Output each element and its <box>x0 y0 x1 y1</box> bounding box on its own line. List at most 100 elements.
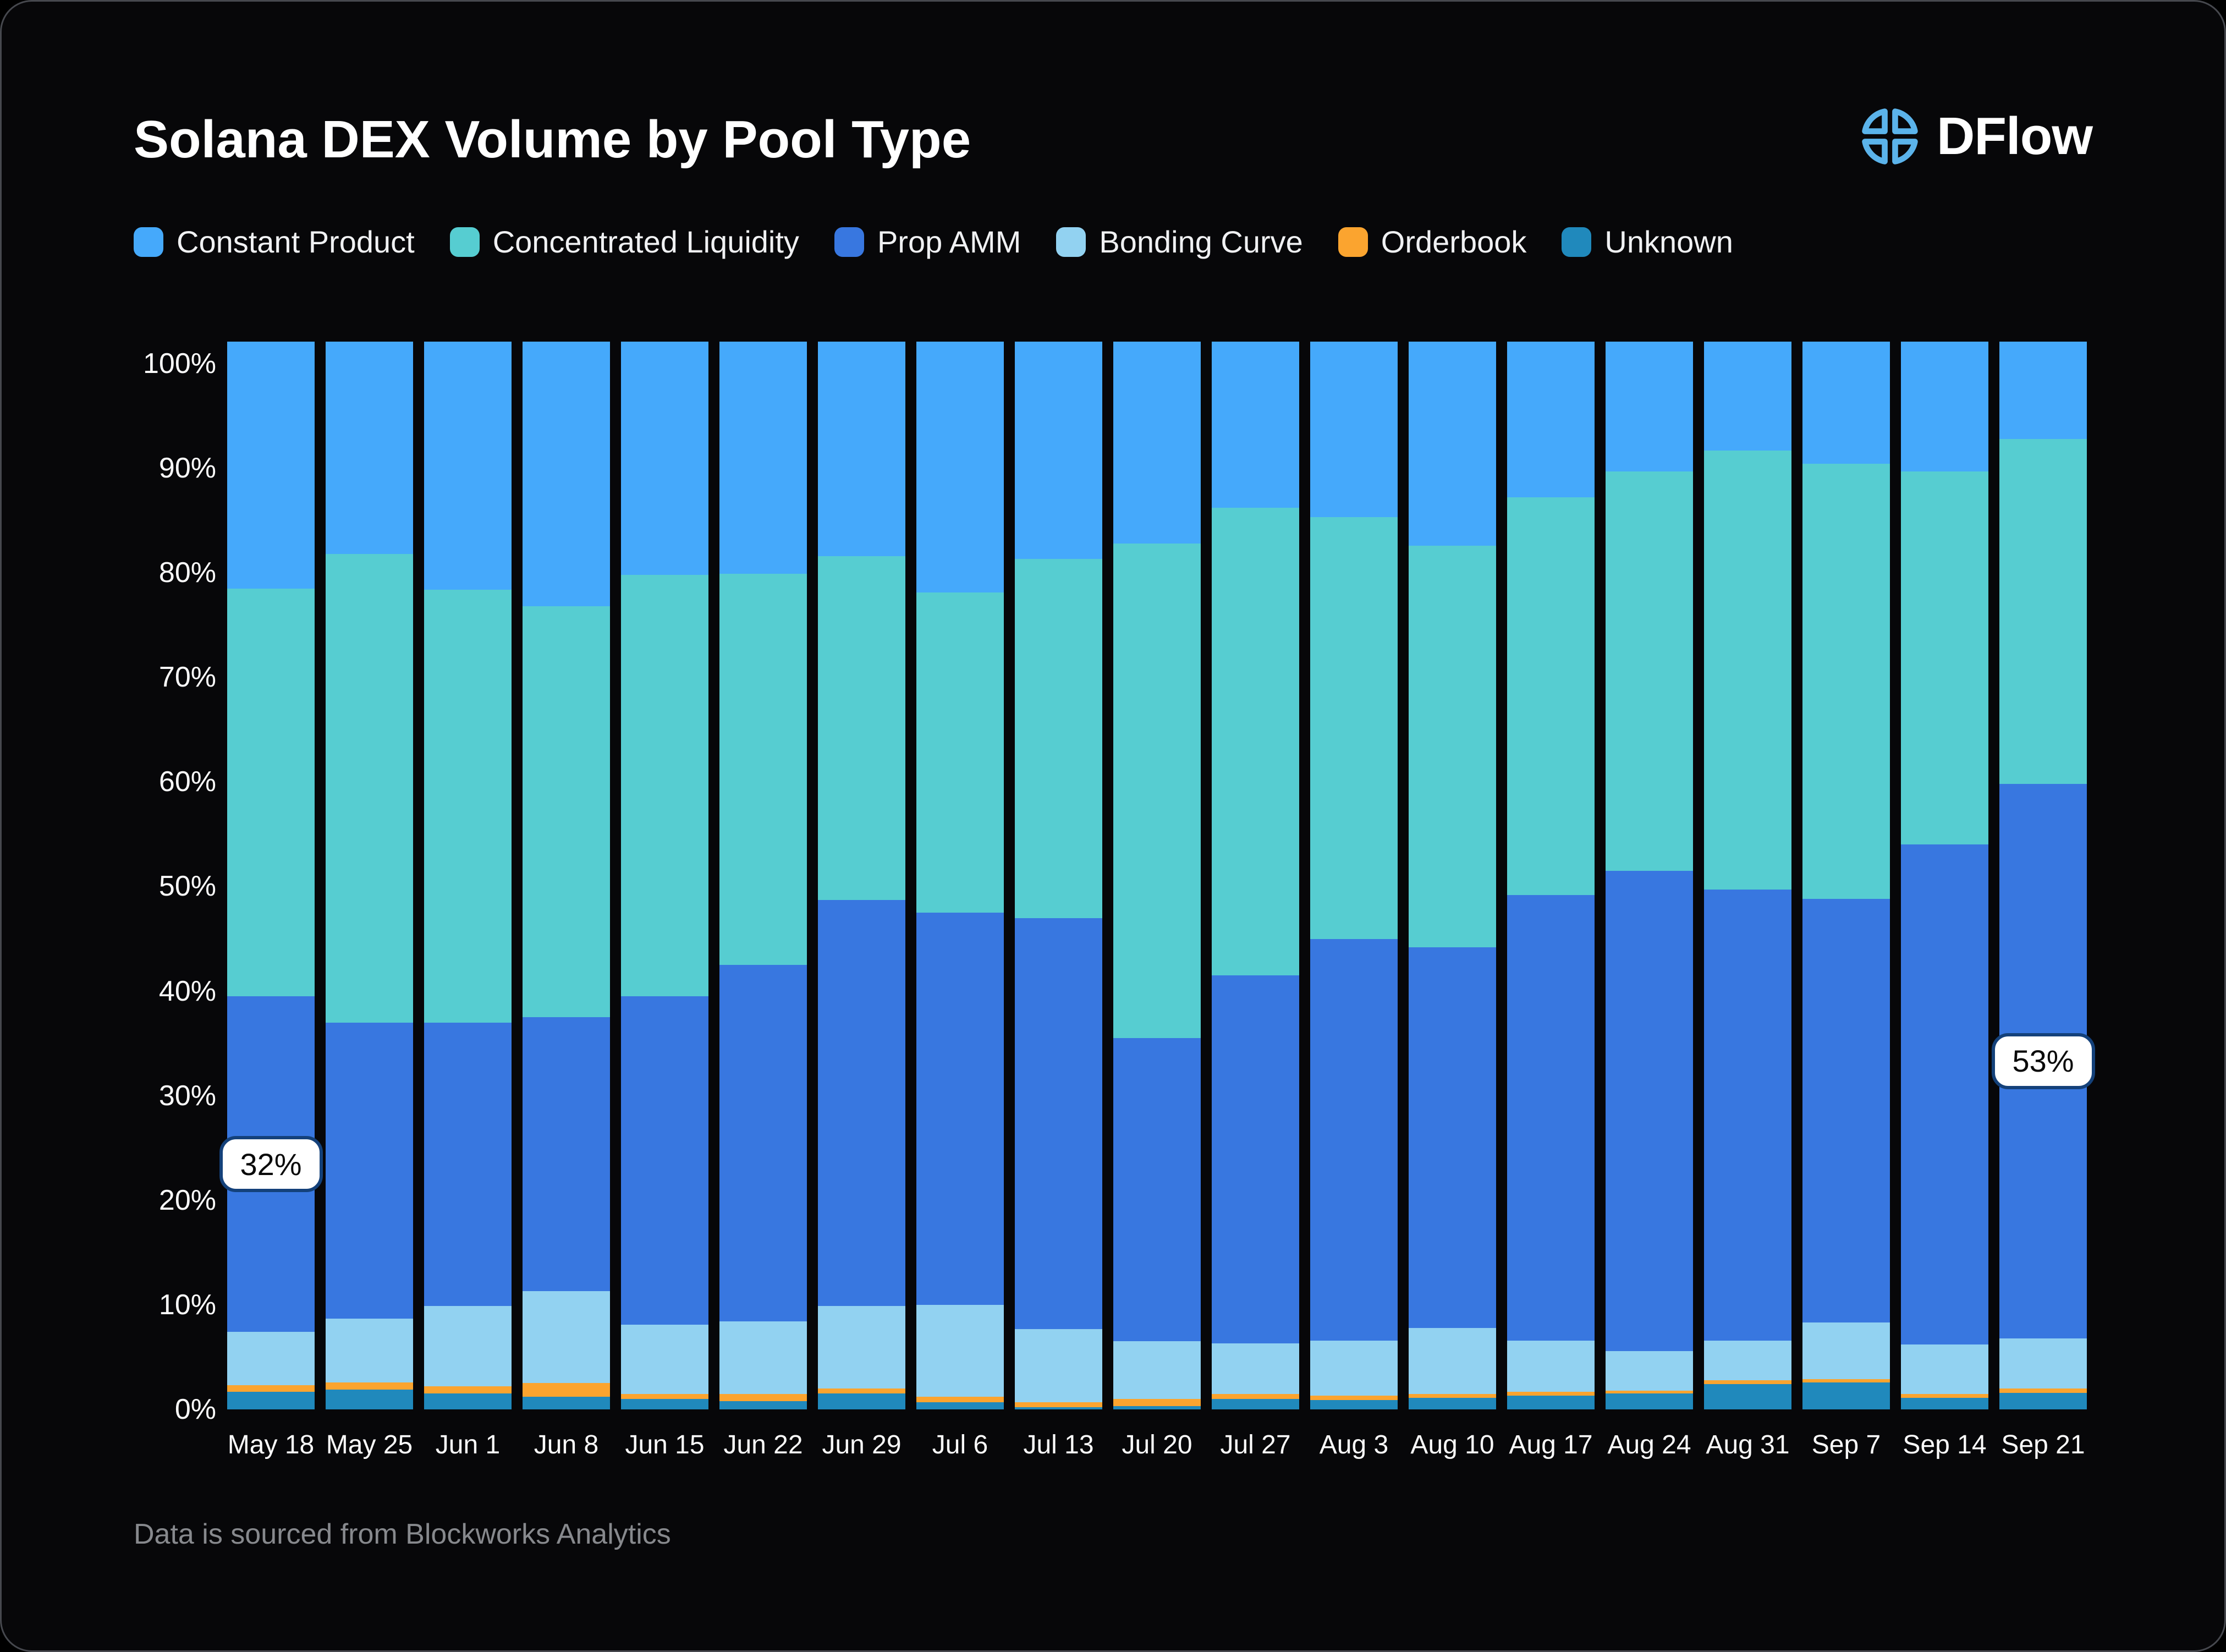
bar-segment-concentrated-liquidity[interactable] <box>1802 464 1890 899</box>
bar-segment-concentrated-liquidity[interactable] <box>719 574 807 965</box>
bar-segment-bonding-curve[interactable] <box>227 1332 315 1386</box>
bar-segment-concentrated-liquidity[interactable] <box>818 556 905 901</box>
bar-segment-concentrated-liquidity[interactable] <box>1704 450 1791 890</box>
bar-segment-bonding-curve[interactable] <box>1704 1340 1791 1380</box>
bar-segment-unknown[interactable] <box>621 1399 708 1409</box>
bar-segment-bonding-curve[interactable] <box>326 1318 413 1382</box>
bar-segment-orderbook[interactable] <box>1901 1393 1988 1398</box>
bar-segment-prop-amm[interactable] <box>1704 890 1791 1341</box>
bar-segment-unknown[interactable] <box>1704 1384 1791 1409</box>
bar-segment-bonding-curve[interactable] <box>621 1325 708 1394</box>
bar-segment-unknown[interactable] <box>719 1401 807 1409</box>
bar-segment-orderbook[interactable] <box>1999 1388 2087 1393</box>
bar-segment-prop-amm[interactable] <box>1802 899 1890 1323</box>
bar-segment-prop-amm[interactable] <box>523 1017 610 1292</box>
bar-segment-concentrated-liquidity[interactable] <box>1015 559 1102 918</box>
bar-segment-bonding-curve[interactable] <box>1015 1329 1102 1402</box>
bar-segment-orderbook[interactable] <box>719 1393 807 1401</box>
bar-segment-orderbook[interactable] <box>818 1388 905 1394</box>
bar-segment-prop-amm[interactable] <box>1409 947 1496 1328</box>
bar-segment-bonding-curve[interactable] <box>1212 1343 1299 1394</box>
bar-segment-concentrated-liquidity[interactable] <box>424 589 512 1023</box>
bar-segment-constant-product[interactable] <box>1901 342 1988 471</box>
bar-segment-constant-product[interactable] <box>1113 342 1201 544</box>
bar-segment-constant-product[interactable] <box>1015 342 1102 559</box>
bar-segment-prop-amm[interactable] <box>1212 975 1299 1344</box>
bar-segment-bonding-curve[interactable] <box>1310 1340 1398 1396</box>
legend-item-orderbook[interactable]: Orderbook <box>1338 224 1526 260</box>
bar-segment-unknown[interactable] <box>818 1393 905 1409</box>
bar-segment-concentrated-liquidity[interactable] <box>1999 438 2087 784</box>
bar-segment-bonding-curve[interactable] <box>1802 1322 1890 1379</box>
bar-segment-orderbook[interactable] <box>1507 1391 1595 1396</box>
bar-segment-bonding-curve[interactable] <box>719 1321 807 1394</box>
bar-segment-orderbook[interactable] <box>621 1393 708 1399</box>
bar-segment-unknown[interactable] <box>916 1402 1004 1409</box>
bar-segment-orderbook[interactable] <box>1802 1379 1890 1382</box>
bar-segment-bonding-curve[interactable] <box>1507 1340 1595 1392</box>
bar-segment-bonding-curve[interactable] <box>1999 1338 2087 1388</box>
bar-segment-unknown[interactable] <box>1310 1399 1398 1409</box>
bar-segment-bonding-curve[interactable] <box>1409 1327 1496 1394</box>
bar-segment-concentrated-liquidity[interactable] <box>1409 545 1496 947</box>
bar-segment-orderbook[interactable] <box>916 1397 1004 1402</box>
legend-item-bonding-curve[interactable]: Bonding Curve <box>1056 224 1303 260</box>
bar-segment-unknown[interactable] <box>1507 1396 1595 1409</box>
bar-segment-prop-amm[interactable] <box>1113 1038 1201 1342</box>
bar-segment-prop-amm[interactable] <box>1507 894 1595 1341</box>
bar-segment-bonding-curve[interactable] <box>818 1305 905 1388</box>
legend-item-concentrated-liquidity[interactable]: Concentrated Liquidity <box>449 224 799 260</box>
bar-segment-bonding-curve[interactable] <box>916 1304 1004 1397</box>
bar-segment-unknown[interactable] <box>424 1393 512 1409</box>
bar-segment-orderbook[interactable] <box>1704 1380 1791 1385</box>
bar-segment-bonding-curve[interactable] <box>523 1291 610 1384</box>
bar-segment-prop-amm[interactable] <box>424 1022 512 1306</box>
bar-segment-constant-product[interactable] <box>523 342 610 607</box>
bar-segment-prop-amm[interactable] <box>1015 918 1102 1329</box>
bar-segment-prop-amm[interactable] <box>621 996 708 1325</box>
bar-segment-unknown[interactable] <box>523 1397 610 1409</box>
bar-segment-prop-amm[interactable] <box>326 1022 413 1319</box>
bar-segment-constant-product[interactable] <box>227 342 315 589</box>
bar-segment-prop-amm[interactable] <box>1901 844 1988 1345</box>
bar-segment-constant-product[interactable] <box>1999 342 2087 439</box>
bar-segment-concentrated-liquidity[interactable] <box>326 553 413 1023</box>
bar-segment-prop-amm[interactable] <box>719 965 807 1322</box>
bar-segment-unknown[interactable] <box>1606 1393 1693 1409</box>
bar-segment-prop-amm[interactable] <box>1310 938 1398 1341</box>
bar-segment-concentrated-liquidity[interactable] <box>1507 497 1595 895</box>
bar-segment-bonding-curve[interactable] <box>424 1305 512 1387</box>
bar-segment-concentrated-liquidity[interactable] <box>1901 471 1988 845</box>
bar-segment-unknown[interactable] <box>1901 1398 1988 1409</box>
bar-segment-constant-product[interactable] <box>1212 342 1299 508</box>
bar-segment-constant-product[interactable] <box>818 342 905 556</box>
bar-segment-orderbook[interactable] <box>1113 1399 1201 1407</box>
bar-segment-unknown[interactable] <box>1113 1406 1201 1409</box>
bar-segment-bonding-curve[interactable] <box>1606 1351 1693 1391</box>
bar-segment-concentrated-liquidity[interactable] <box>1310 517 1398 939</box>
bar-segment-constant-product[interactable] <box>1409 342 1496 546</box>
bar-segment-constant-product[interactable] <box>916 342 1004 593</box>
bar-segment-prop-amm[interactable] <box>818 900 905 1306</box>
legend-item-constant-product[interactable]: Constant Product <box>134 224 415 260</box>
bar-segment-orderbook[interactable] <box>1409 1393 1496 1398</box>
bar-segment-concentrated-liquidity[interactable] <box>916 592 1004 913</box>
bar-segment-orderbook[interactable] <box>1606 1390 1693 1394</box>
bar-segment-constant-product[interactable] <box>621 342 708 575</box>
bar-segment-unknown[interactable] <box>1409 1398 1496 1409</box>
bar-segment-prop-amm[interactable] <box>1606 870 1693 1351</box>
bar-segment-unknown[interactable] <box>1212 1399 1299 1409</box>
bar-segment-concentrated-liquidity[interactable] <box>1113 543 1201 1039</box>
legend-item-prop-amm[interactable]: Prop AMM <box>834 224 1021 260</box>
bar-segment-unknown[interactable] <box>1999 1392 2087 1409</box>
bar-segment-bonding-curve[interactable] <box>1901 1344 1988 1394</box>
bar-segment-orderbook[interactable] <box>424 1386 512 1394</box>
bar-segment-concentrated-liquidity[interactable] <box>1606 471 1693 871</box>
bar-segment-constant-product[interactable] <box>1704 342 1791 451</box>
bar-segment-orderbook[interactable] <box>227 1385 315 1392</box>
bar-segment-orderbook[interactable] <box>1015 1402 1102 1408</box>
bar-segment-concentrated-liquidity[interactable] <box>621 574 708 997</box>
bar-segment-orderbook[interactable] <box>326 1382 413 1390</box>
bar-segment-orderbook[interactable] <box>523 1383 610 1397</box>
bar-segment-concentrated-liquidity[interactable] <box>523 606 610 1018</box>
